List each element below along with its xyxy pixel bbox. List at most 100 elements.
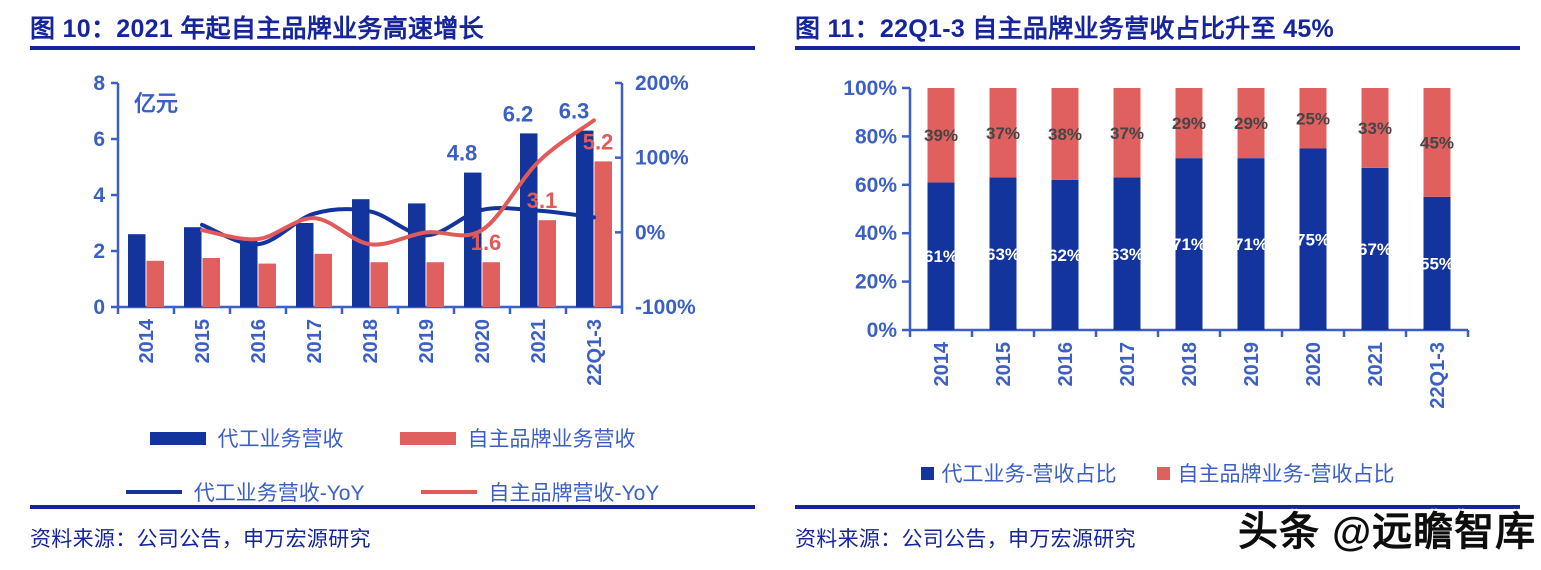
- left-axis-tick-label: 0: [93, 296, 105, 319]
- stacked-segment-oem-2016: [1051, 179, 1079, 330]
- revenue-bar-1-2019: [426, 262, 444, 307]
- stacked-label-own-brand: 25%: [1296, 109, 1330, 128]
- stacked-label-oem: 61%: [924, 247, 958, 266]
- category-label: 2019: [1241, 342, 1263, 387]
- oem-share-swatch: [920, 466, 934, 480]
- stacked-segment-oem-2020: [1299, 148, 1327, 330]
- category-label: 2019: [416, 319, 438, 364]
- figure-10-footer-rule: [30, 505, 755, 509]
- left-axis-tick-label: 4: [93, 184, 105, 207]
- own-brand-yoy-swatch: [420, 490, 477, 494]
- category-label: 2021: [1365, 342, 1387, 387]
- stacked-label-oem: 62%: [1048, 246, 1082, 265]
- stacked-segment-own-brand-2021: [1361, 88, 1389, 168]
- stacked-label-own-brand: 29%: [1234, 114, 1268, 133]
- figure-10-panel: 图 10：2021 年起自主品牌业务高速增长 0 2 4 6 8 -100% 0% 100% 2…: [30, 8, 755, 564]
- category-label: 2017: [304, 319, 326, 364]
- stacked-segment-own-brand-2016: [1051, 88, 1079, 180]
- stacked-label-own-brand: 33%: [1358, 119, 1392, 138]
- stacked-label-oem: 71%: [1172, 235, 1206, 254]
- watermark: 头条 @远瞻智库: [1238, 510, 1537, 554]
- stacked-segment-oem-2019: [1237, 158, 1265, 330]
- stacked-segment-own-brand-2015: [989, 88, 1017, 178]
- category-label: 2014: [136, 318, 158, 363]
- revenue-bar-0-2016: [240, 239, 258, 307]
- left-axis-tick-label: 6: [93, 128, 105, 151]
- revenue-bar-0-2020: [464, 172, 482, 307]
- legend-label: 代工业务营收-YoY: [193, 482, 365, 505]
- stacked-segment-own-brand-2020: [1299, 88, 1327, 149]
- category-label: 2015: [192, 319, 214, 364]
- bar-data-label: 4.8: [447, 141, 478, 166]
- bar-data-label: 6.2: [503, 101, 534, 126]
- y-axis-tick-label: 0%: [867, 319, 898, 342]
- stacked-segment-oem-2015: [989, 177, 1017, 330]
- legend-item-oem-yoy: 代工业务营收-YoY: [125, 477, 365, 507]
- left-axis-tick-label: 2: [93, 240, 105, 263]
- category-label: 2014: [931, 341, 953, 386]
- stacked-segment-own-brand-2018: [1175, 88, 1203, 159]
- category-label: 22Q1-3: [584, 319, 606, 386]
- figure-11-source: 资料来源：公司公告，申万宏源研究: [795, 528, 1136, 551]
- revenue-bar-1-2021: [538, 220, 556, 307]
- figure-10-footer: 资料来源：公司公告，申万宏源研究: [30, 505, 755, 553]
- figure-11-footer: 资料来源：公司公告，申万宏源研究: [795, 505, 1520, 553]
- stacked-segment-own-brand-2017: [1113, 88, 1141, 178]
- stacked-label-oem: 63%: [1110, 245, 1144, 264]
- unit-label: 亿元: [134, 91, 178, 116]
- stacked-segment-oem-2021: [1361, 167, 1389, 330]
- figure-10-legend: 代工业务营收 自主品牌业务营收 代工业务营收-YoY 自主品牌营收-YoY: [30, 423, 755, 507]
- figure-11-footer-rule: [795, 505, 1520, 509]
- right-axis-tick-label: 100%: [635, 147, 689, 170]
- legend-label: 代工业务-营收占比: [941, 463, 1117, 486]
- right-axis-tick-label: 0%: [635, 221, 666, 244]
- y-axis-tick-label: 100%: [843, 77, 897, 100]
- figure-11-legend: 代工业务-营收占比 自主品牌业务-营收占比: [795, 458, 1520, 488]
- figure-10-title: 图 10：2021 年起自主品牌业务高速增长: [30, 15, 484, 43]
- stacked-label-own-brand: 37%: [1110, 124, 1144, 143]
- revenue-bar-1-2016: [258, 263, 276, 307]
- legend-item-oem-revenue: 代工业务营收: [149, 423, 344, 453]
- revenue-bar-1-2017: [314, 253, 332, 307]
- stacked-label-own-brand: 45%: [1420, 133, 1454, 152]
- stacked-segment-own-brand-22Q1-3: [1423, 88, 1451, 197]
- stacked-segment-oem-2017: [1113, 177, 1141, 330]
- category-label: 2015: [993, 342, 1015, 387]
- stacked-segment-oem-2014: [927, 182, 955, 330]
- revenue-bar-0-2017: [296, 223, 314, 307]
- legend-row: 代工业务-营收占比 自主品牌业务-营收占比: [920, 458, 1395, 488]
- category-label: 2020: [472, 319, 494, 364]
- stacked-label-own-brand: 37%: [986, 124, 1020, 143]
- y-axis-tick-label: 60%: [855, 174, 897, 197]
- revenue-bar-0-22Q1-3: [576, 130, 594, 307]
- figure-10-title-underline: [30, 46, 755, 50]
- category-label: 2018: [360, 319, 382, 364]
- stacked-segment-own-brand-2019: [1237, 88, 1265, 159]
- revenue-bar-1-2015: [202, 258, 220, 307]
- category-label: 22Q1-3: [1427, 342, 1449, 409]
- figure-11-panel: 图 11：22Q1-3 自主品牌业务营收占比升至 45% 0% 20% 40% 60%…: [795, 8, 1520, 564]
- legend-label: 代工业务营收: [217, 428, 344, 451]
- category-label: 2016: [1055, 342, 1077, 387]
- category-label: 2018: [1179, 342, 1201, 387]
- revenue-bar-1-2014: [146, 260, 164, 307]
- figure-11-title-underline: [795, 46, 1520, 50]
- right-axis-tick-label: -100%: [635, 296, 696, 319]
- legend-row-lines: 代工业务营收-YoY 自主品牌营收-YoY: [125, 477, 659, 507]
- figure-11-stacked-chart: 0% 20% 40% 60% 80% 100% 61% 39% 2014 63% 37% 2015 62…: [843, 77, 1470, 409]
- yoy-line-0: [200, 206, 596, 247]
- own-brand-revenue-swatch: [399, 431, 456, 445]
- category-label: 2020: [1303, 342, 1325, 387]
- figure-10-source: 资料来源：公司公告，申万宏源研究: [30, 528, 371, 551]
- y-axis-tick-label: 80%: [855, 125, 897, 148]
- legend-item-oem-share: 代工业务-营收占比: [920, 458, 1117, 488]
- legend-label: 自主品牌业务-营收占比: [1177, 463, 1395, 486]
- left-axis-tick-label: 8: [93, 72, 105, 95]
- category-label: 2017: [1117, 342, 1139, 387]
- own-brand-share-swatch: [1156, 466, 1170, 480]
- revenue-bar-0-2014: [128, 234, 146, 307]
- stacked-segment-oem-2018: [1175, 158, 1203, 330]
- legend-item-own-brand-share: 自主品牌业务-营收占比: [1156, 458, 1395, 488]
- revenue-bar-1-2018: [370, 262, 388, 307]
